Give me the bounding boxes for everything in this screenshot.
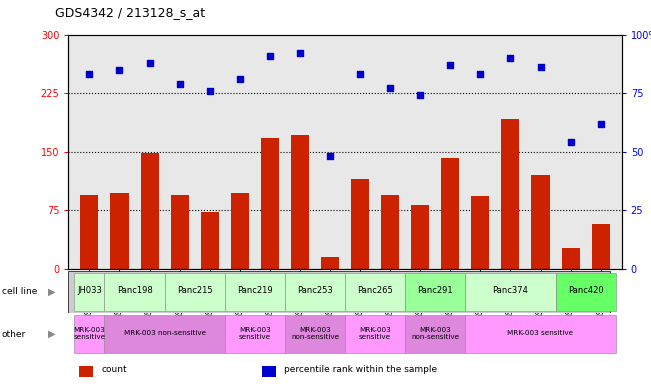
Text: MRK-003
non-sensitive: MRK-003 non-sensitive bbox=[411, 327, 460, 340]
Point bbox=[115, 67, 125, 73]
Bar bbox=[381, 195, 399, 269]
Bar bbox=[471, 196, 490, 269]
Bar bbox=[531, 175, 549, 269]
Text: Panc219: Panc219 bbox=[237, 286, 273, 296]
Bar bbox=[171, 195, 189, 269]
Bar bbox=[201, 212, 219, 269]
Bar bbox=[230, 193, 249, 269]
Point bbox=[265, 53, 275, 59]
Text: Panc198: Panc198 bbox=[117, 286, 152, 296]
Text: other: other bbox=[2, 329, 26, 339]
Text: count: count bbox=[102, 364, 127, 374]
Text: Panc215: Panc215 bbox=[177, 286, 212, 296]
Text: cell line: cell line bbox=[2, 287, 37, 296]
Bar bbox=[285, 315, 345, 353]
Point bbox=[325, 153, 335, 159]
Bar bbox=[165, 273, 225, 311]
Text: Panc265: Panc265 bbox=[357, 286, 393, 296]
FancyBboxPatch shape bbox=[68, 271, 610, 313]
Bar bbox=[262, 366, 276, 377]
Bar bbox=[74, 315, 104, 353]
Point bbox=[475, 71, 486, 78]
Bar bbox=[501, 119, 519, 269]
Point bbox=[84, 71, 94, 78]
Text: MRK-003
non-sensitive: MRK-003 non-sensitive bbox=[291, 327, 339, 340]
Point bbox=[415, 93, 425, 99]
Bar bbox=[345, 273, 405, 311]
Point bbox=[445, 62, 456, 68]
Point bbox=[385, 85, 395, 91]
Bar bbox=[104, 315, 225, 353]
Bar bbox=[74, 273, 104, 311]
Text: MRK-003
sensitive: MRK-003 sensitive bbox=[359, 327, 391, 340]
Text: JH033: JH033 bbox=[77, 286, 102, 296]
Point bbox=[505, 55, 516, 61]
Bar bbox=[141, 153, 159, 269]
Text: Panc253: Panc253 bbox=[297, 286, 333, 296]
Point bbox=[234, 76, 245, 82]
Text: MRK-003 sensitive: MRK-003 sensitive bbox=[507, 330, 574, 336]
Bar bbox=[79, 366, 93, 377]
Bar bbox=[285, 273, 345, 311]
Bar bbox=[345, 315, 405, 353]
Bar bbox=[351, 179, 369, 269]
Point bbox=[295, 50, 305, 56]
Bar bbox=[441, 158, 460, 269]
Point bbox=[596, 121, 606, 127]
Bar bbox=[465, 315, 616, 353]
Bar bbox=[562, 248, 579, 269]
Point bbox=[145, 60, 155, 66]
Bar bbox=[405, 273, 465, 311]
Bar bbox=[80, 195, 98, 269]
Bar bbox=[225, 315, 285, 353]
Bar bbox=[291, 134, 309, 269]
Text: MRK-003 non-sensitive: MRK-003 non-sensitive bbox=[124, 330, 206, 336]
Bar bbox=[592, 223, 610, 269]
Text: percentile rank within the sample: percentile rank within the sample bbox=[284, 364, 437, 374]
Text: Panc291: Panc291 bbox=[417, 286, 453, 296]
Text: ▶: ▶ bbox=[48, 329, 55, 339]
Point bbox=[204, 88, 215, 94]
Bar bbox=[104, 273, 165, 311]
Point bbox=[174, 81, 185, 87]
Bar bbox=[465, 273, 555, 311]
Text: ▶: ▶ bbox=[48, 287, 55, 297]
Text: GDS4342 / 213128_s_at: GDS4342 / 213128_s_at bbox=[55, 6, 206, 19]
Bar bbox=[321, 257, 339, 269]
Point bbox=[535, 64, 546, 70]
Bar bbox=[555, 273, 616, 311]
Text: MRK-003
sensitive: MRK-003 sensitive bbox=[239, 327, 271, 340]
Text: MRK-003
sensitive: MRK-003 sensitive bbox=[74, 327, 105, 340]
Bar bbox=[111, 193, 128, 269]
Bar bbox=[405, 315, 465, 353]
Point bbox=[565, 139, 575, 146]
Text: Panc420: Panc420 bbox=[568, 286, 603, 296]
Bar bbox=[261, 137, 279, 269]
Point bbox=[355, 71, 365, 78]
Bar bbox=[411, 205, 429, 269]
Bar bbox=[225, 273, 285, 311]
Text: Panc374: Panc374 bbox=[493, 286, 529, 296]
